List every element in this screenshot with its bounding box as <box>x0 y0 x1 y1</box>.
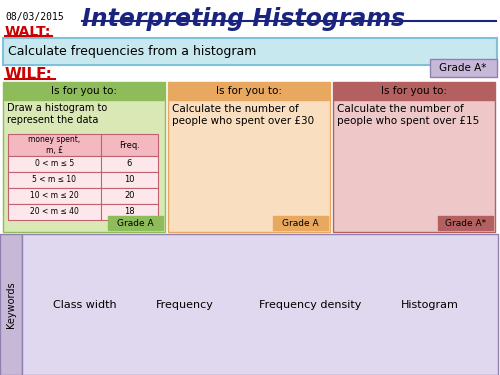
Text: 20: 20 <box>124 192 135 201</box>
Text: Frequency: Frequency <box>156 300 214 309</box>
Text: Keywords: Keywords <box>6 281 16 328</box>
FancyBboxPatch shape <box>8 134 158 156</box>
FancyBboxPatch shape <box>8 156 158 172</box>
FancyBboxPatch shape <box>8 172 158 188</box>
Text: 18: 18 <box>124 207 135 216</box>
Text: Frequency density: Frequency density <box>259 300 361 309</box>
Text: WALT:: WALT: <box>5 25 52 39</box>
Text: Interpreting Histograms: Interpreting Histograms <box>82 7 405 31</box>
Text: Calculate the number of
people who spent over £30: Calculate the number of people who spent… <box>172 104 314 126</box>
FancyBboxPatch shape <box>8 188 158 204</box>
FancyBboxPatch shape <box>8 204 158 220</box>
Text: Grade A*: Grade A* <box>445 219 486 228</box>
Text: Calculate frequencies from a histogram: Calculate frequencies from a histogram <box>8 45 256 57</box>
Text: money spent,
m, £: money spent, m, £ <box>28 135 80 155</box>
Text: Grade A*: Grade A* <box>440 63 486 73</box>
FancyBboxPatch shape <box>168 82 330 100</box>
Text: Calculate the number of
people who spent over £15: Calculate the number of people who spent… <box>337 104 479 126</box>
Text: 5 < m ≤ 10: 5 < m ≤ 10 <box>32 176 76 184</box>
FancyBboxPatch shape <box>0 234 22 375</box>
Text: 08/03/2015: 08/03/2015 <box>5 12 64 22</box>
FancyBboxPatch shape <box>333 82 495 100</box>
FancyBboxPatch shape <box>3 82 165 100</box>
FancyBboxPatch shape <box>430 59 497 77</box>
FancyBboxPatch shape <box>3 38 497 65</box>
Text: Grade A: Grade A <box>282 219 319 228</box>
Text: Histogram: Histogram <box>401 300 459 309</box>
FancyBboxPatch shape <box>438 216 493 230</box>
Text: Is for you to:: Is for you to: <box>51 86 117 96</box>
Text: Class width: Class width <box>53 300 117 309</box>
Text: Draw a histogram to
represent the data: Draw a histogram to represent the data <box>7 103 107 125</box>
Text: Is for you to:: Is for you to: <box>216 86 282 96</box>
Text: 0 < m ≤ 5: 0 < m ≤ 5 <box>35 159 74 168</box>
FancyBboxPatch shape <box>3 100 165 232</box>
FancyBboxPatch shape <box>273 216 328 230</box>
Text: Freq.: Freq. <box>119 141 140 150</box>
Text: Grade A: Grade A <box>117 219 154 228</box>
Text: 6: 6 <box>127 159 132 168</box>
FancyBboxPatch shape <box>333 100 495 232</box>
FancyBboxPatch shape <box>108 216 163 230</box>
Text: WILF:: WILF: <box>5 67 53 82</box>
Text: 20 < m ≤ 40: 20 < m ≤ 40 <box>30 207 79 216</box>
FancyBboxPatch shape <box>168 100 330 232</box>
Text: Is for you to:: Is for you to: <box>381 86 447 96</box>
Text: 10: 10 <box>124 176 135 184</box>
FancyBboxPatch shape <box>22 234 498 375</box>
Text: 10 < m ≤ 20: 10 < m ≤ 20 <box>30 192 79 201</box>
